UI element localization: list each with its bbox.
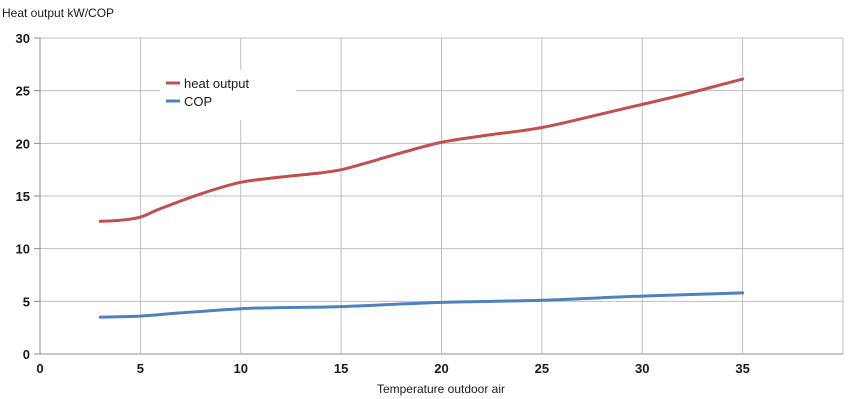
y-tick-label: 10 [16, 242, 30, 257]
y-tick-label: 20 [16, 136, 30, 151]
y-tick-label: 25 [16, 84, 30, 99]
x-axis-label: Temperature outdoor air [377, 382, 505, 396]
y-tick-label: 30 [16, 31, 30, 46]
y-axis-label: Heat output kW/COP [2, 6, 114, 20]
legend-box [160, 70, 296, 120]
series-line-0 [98, 77, 745, 223]
series-lines [98, 77, 745, 319]
legend-label-1: COP [184, 94, 212, 109]
x-tick-label: 10 [234, 361, 248, 376]
x-tick-label: 0 [36, 361, 43, 376]
legend-label-0: heat output [184, 76, 249, 91]
x-tick-label: 5 [137, 361, 144, 376]
y-tick-label: 15 [16, 189, 30, 204]
x-tick-label: 35 [735, 361, 749, 376]
x-tick-label: 30 [635, 361, 649, 376]
tick-labels: 0 5 10 15 20 25 30 0 5 10 15 20 25 30 35 [16, 31, 750, 376]
y-tick-label: 0 [23, 347, 30, 362]
x-tick-label: 25 [535, 361, 549, 376]
y-tick-label: 5 [23, 294, 30, 309]
x-tick-label: 15 [334, 361, 348, 376]
series-line-1 [98, 291, 745, 319]
x-tick-label: 20 [434, 361, 448, 376]
legend: heat output COP [160, 70, 296, 120]
